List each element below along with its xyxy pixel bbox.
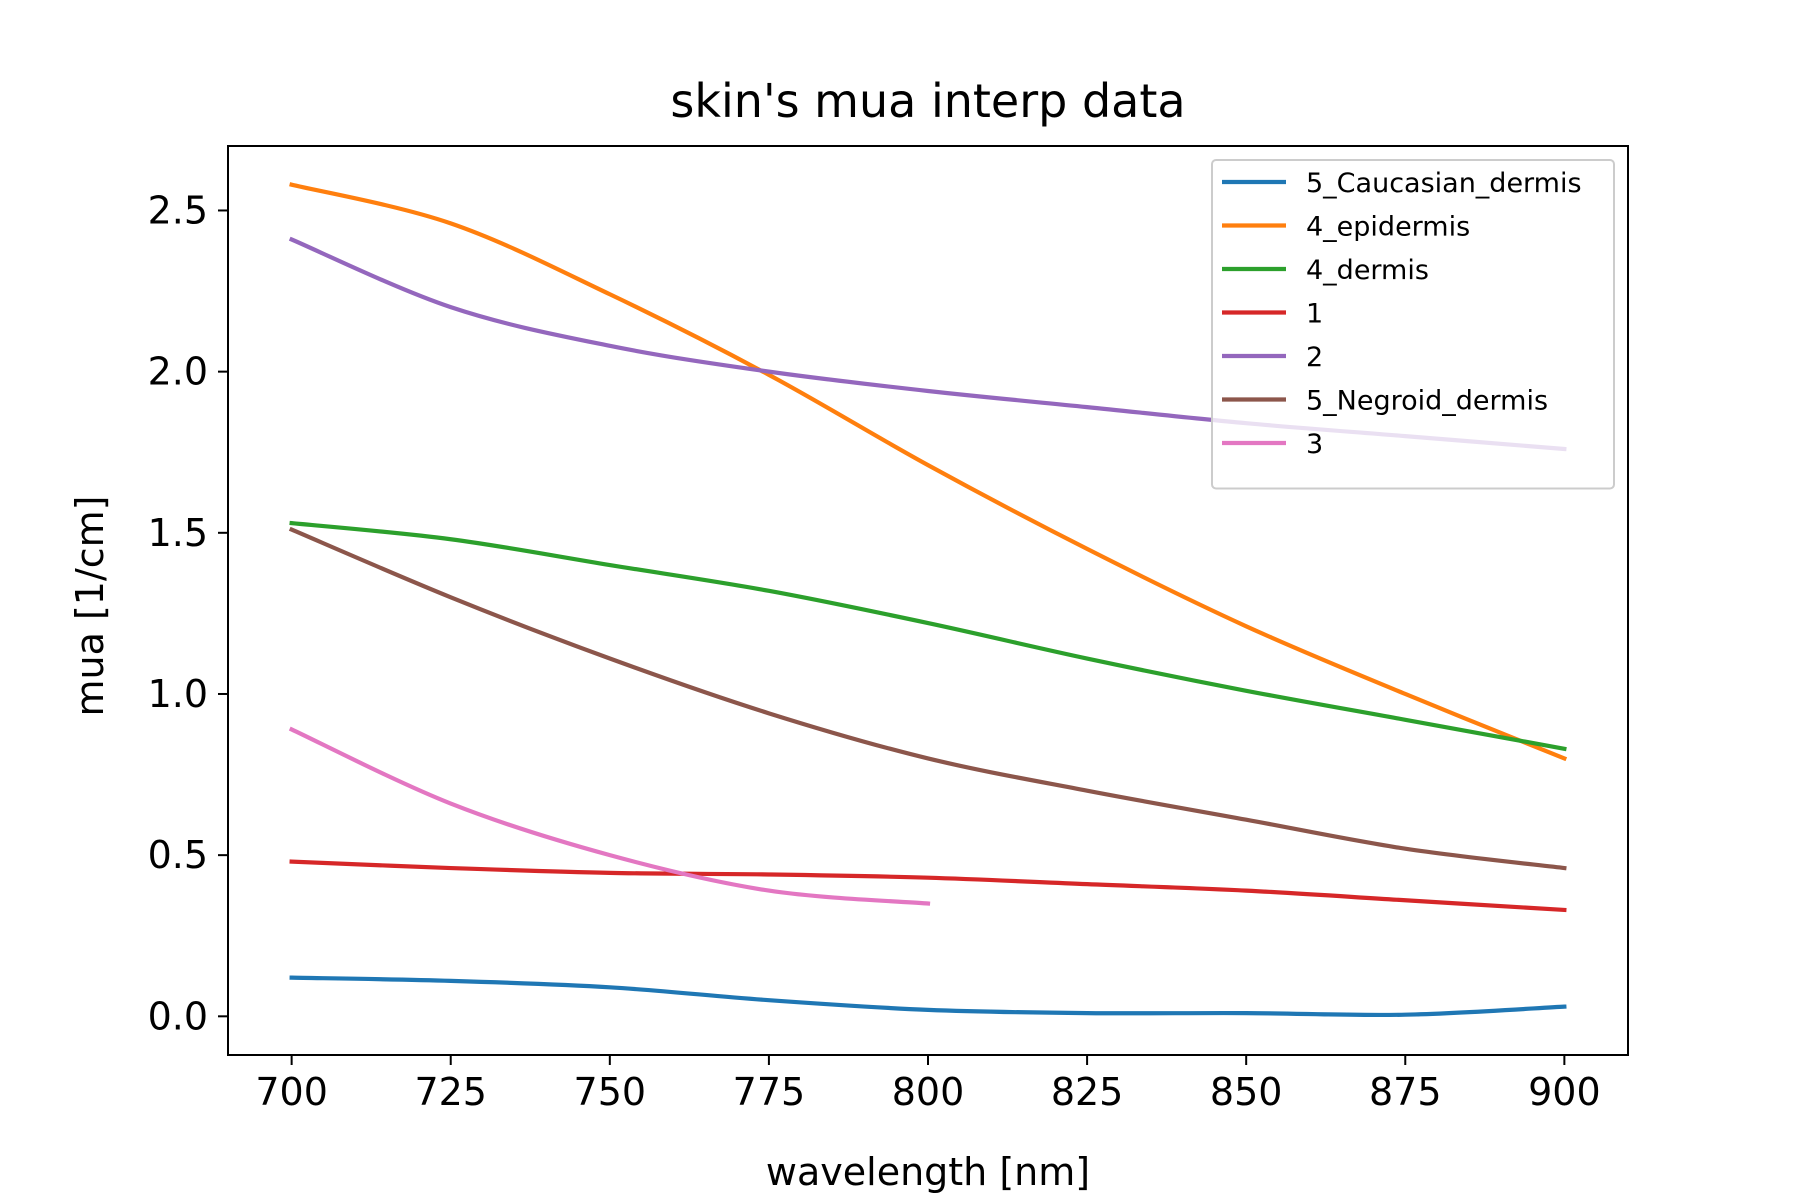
y-tick-label: 2.0 <box>148 350 208 394</box>
legend-label: 1 <box>1306 299 1323 330</box>
x-tick-label: 750 <box>574 1070 647 1114</box>
legend-label: 4_dermis <box>1306 255 1429 286</box>
x-tick-label: 825 <box>1051 1070 1124 1114</box>
legend: 5_Caucasian_dermis 4_epidermis 4_dermis 1 2 5… <box>1211 159 1615 490</box>
y-tick-label: 2.5 <box>148 188 208 232</box>
series-line-7 <box>288 726 931 906</box>
x-tick-label: 725 <box>414 1070 487 1114</box>
series-line-3 <box>289 520 1567 752</box>
legend-label: 5_Negroid_dermis <box>1306 386 1548 417</box>
legend-label: 2 <box>1306 342 1323 373</box>
series-line-6 <box>288 526 1567 871</box>
x-tick-label: 775 <box>733 1070 806 1114</box>
legend-label: 5_Caucasian_dermis <box>1306 168 1582 199</box>
legend-label: 3 <box>1306 429 1323 460</box>
x-tick-label: 700 <box>255 1070 328 1114</box>
series-line-4 <box>289 859 1567 913</box>
y-tick-label: 0.5 <box>148 833 208 877</box>
legend-label: 4_epidermis <box>1306 212 1470 243</box>
x-axis-label: wavelength [nm] <box>766 1150 1090 1194</box>
x-tick-label: 900 <box>1528 1070 1601 1114</box>
y-tick-label: 0.0 <box>148 994 208 1038</box>
y-axis-label: mua [1/cm] <box>68 495 112 716</box>
y-tick-label: 1.0 <box>148 672 208 716</box>
y-tick-label: 1.5 <box>148 511 208 555</box>
plot-area: 700 725 750 775 800 825 850 875 900 0.0 0.5 1.0 1.5 2… <box>148 145 1629 1114</box>
legend-box <box>1211 159 1615 490</box>
x-tick-label: 800 <box>892 1070 965 1114</box>
x-tick-label: 850 <box>1210 1070 1283 1114</box>
x-tick-label: 875 <box>1369 1070 1442 1114</box>
chart-title: skin's mua interp data <box>670 74 1185 128</box>
series-line-2 <box>289 182 1568 762</box>
series-line-1 <box>289 975 1567 1018</box>
